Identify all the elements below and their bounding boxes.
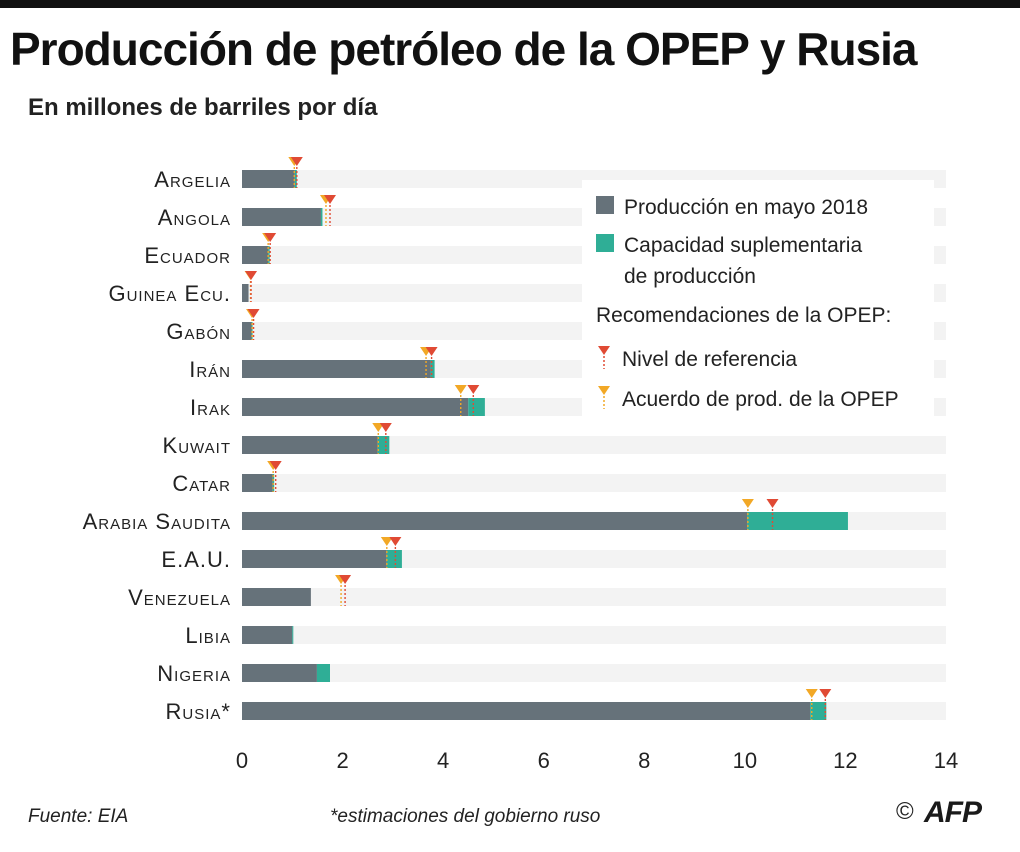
footnote: *estimaciones del gobierno ruso [330,806,601,827]
production-swatch [596,196,614,214]
reference-marker-e-a-u [389,537,402,546]
x-tick-label-14: 14 [934,748,958,773]
legend-recommendations-heading: Recomendaciones de la OPEP: [596,304,892,327]
x-tick-label-10: 10 [733,748,757,773]
bar-production-angola [242,208,321,226]
agreement-marker-irak [454,385,467,394]
reference-marker-iran [425,347,438,356]
category-label-venezuela: Venezuela [128,585,231,610]
bar-production-libia [242,626,293,644]
legend-label-production: Producción en mayo 2018 [624,196,868,219]
afp-logo: AFP [924,796,982,829]
reference-marker-guinea-ecu [245,271,258,280]
agreement-marker-icon [598,386,610,409]
legend-item-reference-level: Nivel de referencia [596,344,797,375]
reference-marker-kuwait [379,423,392,432]
bar-track-nigeria [242,664,946,682]
bar-spare-capacity-rusia [810,702,827,720]
source-note: Fuente: EIA [28,806,129,827]
legend-item-spare-capacity: Capacidad suplementaria de producción [596,230,862,292]
x-tick-label-12: 12 [833,748,857,773]
bar-production-irak [242,398,469,416]
bar-production-guinea-ecu [242,284,249,302]
x-tick-label-4: 4 [437,748,449,773]
agreement-marker-kuwait [372,423,385,432]
x-tick-label-2: 2 [336,748,348,773]
agreement-marker-rusia [805,689,818,698]
category-label-rusia: Rusia* [166,699,231,724]
bar-spare-capacity-libia [292,626,294,644]
bar-track-e-a-u [242,550,946,568]
spare-capacity-swatch [596,234,614,252]
x-tick-label-6: 6 [538,748,550,773]
chart-subtitle: En millones de barriles por día [28,94,378,121]
category-label-angola: Angola [158,205,231,230]
bar-spare-capacity-argelia [294,170,297,188]
bar-track-kuwait [242,436,946,454]
bar-production-catar [242,474,273,492]
legend-item-agreement: Acuerdo de prod. de la OPEP [596,384,899,415]
legend-label-spare-capacity-line1: Capacidad suplementaria [624,234,863,257]
reference-marker-arabia-saudita [766,499,779,508]
legend-label-agreement: Acuerdo de prod. de la OPEP [622,388,899,411]
bar-production-arabia-saudita [242,512,748,530]
agreement-marker-e-a-u [380,537,393,546]
bar-spare-capacity-arabia-saudita [747,512,848,530]
category-label-argelia: Argelia [154,167,231,192]
bar-spare-capacity-kuwait [377,436,390,454]
bar-production-gabon [242,322,252,340]
agreement-marker-arabia-saudita [741,499,754,508]
category-label-irak: Irak [190,395,231,420]
bar-production-argelia [242,170,295,188]
bar-track-venezuela [242,588,946,606]
category-label-arabia-saudita: Arabia Saudita [83,509,231,534]
category-label-e-a-u: E.A.U. [161,547,231,572]
bar-spare-capacity-nigeria [316,664,330,682]
bar-spare-capacity-ecuador [268,246,270,264]
top-bar [0,0,1020,8]
chart-title: Producción de petróleo de la OPEP y Rusi… [10,23,918,75]
category-label-catar: Catar [172,471,231,496]
bar-production-rusia [242,702,811,720]
category-label-iran: Irán [189,357,231,382]
reference-marker-ecuador [264,233,277,242]
x-tick-label-8: 8 [638,748,650,773]
copyright-symbol: © [896,798,914,825]
category-label-guinea-ecu: Guinea Ecu. [108,281,231,306]
bar-production-venezuela [242,588,311,606]
bar-spare-capacity-irak [468,398,485,416]
reference-marker-irak [467,385,480,394]
reference-marker-angola [324,195,336,204]
category-label-kuwait: Kuwait [163,433,231,458]
bar-production-iran [242,360,431,378]
reference-marker-catar [269,461,282,470]
category-label-libia: Libia [185,623,231,648]
category-label-ecuador: Ecuador [144,243,231,268]
bar-spare-capacity-angola [320,208,323,226]
reference-marker-gabon [247,309,260,318]
reference-marker-rusia [819,689,832,698]
bar-track-catar [242,474,946,492]
x-tick-label-0: 0 [236,748,248,773]
reference-marker-venezuela [339,575,352,584]
reference-marker-argelia [290,157,303,166]
bar-production-kuwait [242,436,378,454]
legend: Producción en mayo 2018 Capacidad suplem… [582,180,934,418]
category-label-nigeria: Nigeria [157,661,231,686]
legend-item-production: Producción en mayo 2018 [596,192,868,223]
reference-marker-icon [598,346,610,369]
legend-label-spare-capacity: Capacidad suplementaria de producción [624,230,862,292]
bar-spare-capacity-e-a-u [386,550,402,568]
legend-label-spare-capacity-line2: de producción [624,265,756,288]
bar-production-ecuador [242,246,269,264]
bar-production-nigeria [242,664,317,682]
category-label-gabon: Gabón [166,319,231,344]
bar-production-e-a-u [242,550,387,568]
bar-spare-capacity-iran [430,360,435,378]
legend-label-reference-level: Nivel de referencia [622,348,798,371]
bar-track-libia [242,626,946,644]
